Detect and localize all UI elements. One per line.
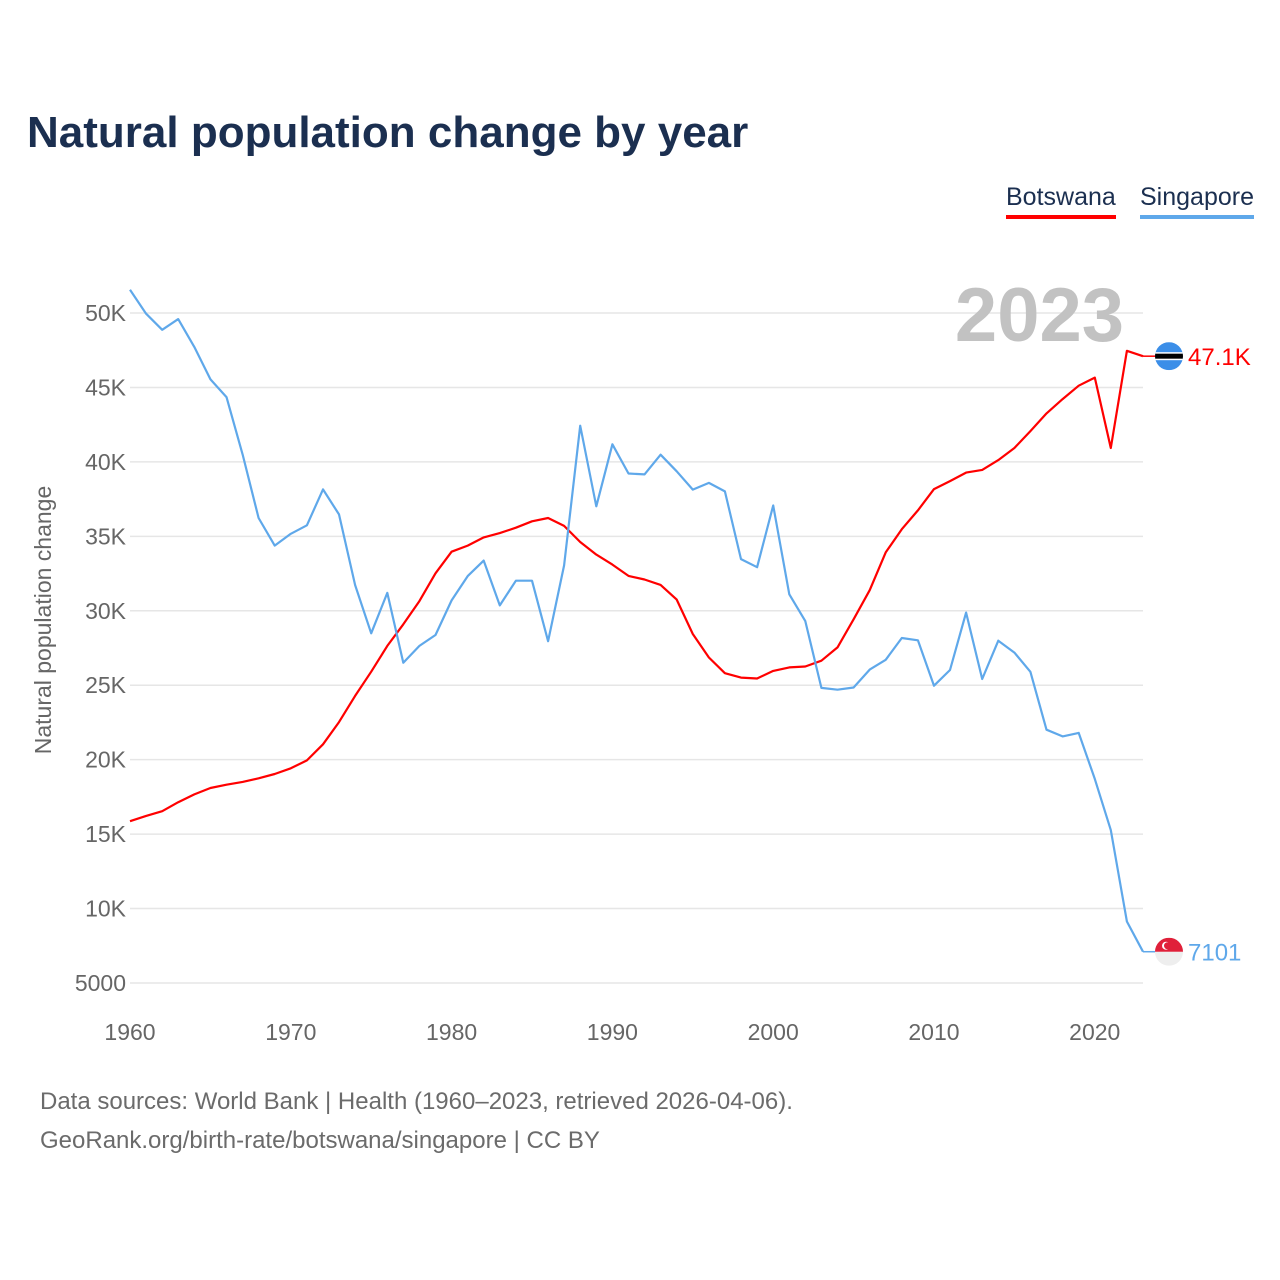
y-tick-label: 5000 [75,970,126,996]
y-tick-label: 40K [85,449,127,475]
botswana-flag-icon [1155,342,1183,371]
y-tick-label: 35K [85,523,127,549]
end-value-label-singapore: 7101 [1188,940,1241,967]
x-tick-label: 2020 [1069,1019,1120,1045]
x-tick-label: 1970 [265,1019,316,1045]
footer-sources: Data sources: World Bank | Health (1960–… [40,1088,793,1115]
series-line-singapore[interactable] [129,289,1144,953]
x-tick-label: 1990 [587,1019,638,1045]
singapore-flag-icon [1155,937,1183,966]
y-axis-label: Natural population change [30,486,56,755]
x-tick-label: 2000 [748,1019,799,1045]
y-tick-label: 20K [85,747,127,773]
series-line-botswana[interactable] [129,349,1144,823]
chart-title: Natural population change by year [27,108,749,157]
x-tick-label: 1960 [104,1019,155,1045]
x-tick-label: 2010 [908,1019,959,1045]
y-tick-label: 50K [85,300,127,326]
legend-item-botswana[interactable]: Botswana [1006,183,1116,219]
y-tick-label: 15K [85,821,127,847]
y-tick-label: 10K [85,896,127,922]
year-watermark: 2023 [955,273,1124,358]
footer-link[interactable]: GeoRank.org/birth-rate/botswana/singapor… [40,1127,600,1154]
y-tick-label: 45K [85,374,127,400]
y-tick-label: 25K [85,672,127,698]
end-value-label-botswana: 47.1K [1188,344,1251,371]
y-tick-label: 30K [85,598,127,624]
legend-item-singapore[interactable]: Singapore [1140,183,1254,219]
x-tick-label: 1980 [426,1019,477,1045]
